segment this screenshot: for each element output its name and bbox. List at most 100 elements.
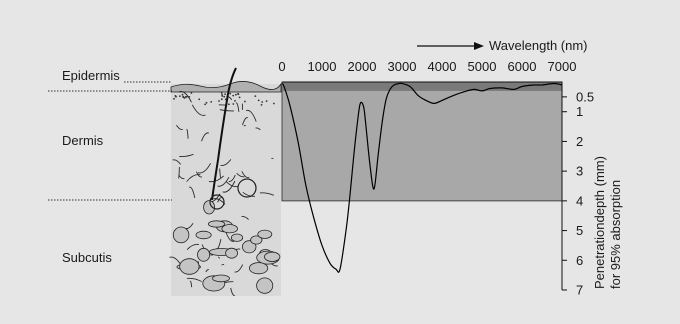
epidermis-cell <box>221 95 224 97</box>
y-tick-label: 3 <box>576 164 583 179</box>
epidermis-cell <box>190 92 193 94</box>
tissue-fiber <box>205 269 209 273</box>
skin-cross-section-illustration <box>169 67 282 296</box>
subcutis-label: Subcutis <box>62 250 112 265</box>
tissue-fiber <box>186 243 199 251</box>
tissue-fiber <box>259 192 274 196</box>
x-tick-label: 2000 <box>348 59 377 74</box>
epidermis-cell <box>205 101 208 104</box>
x-tick-label: 1000 <box>308 59 337 74</box>
tissue-fiber <box>245 109 257 122</box>
epidermis-cell <box>235 93 237 96</box>
epidermis-label: Epidermis <box>62 68 120 83</box>
y-axis-title-line1: Penetrationdepth (mm) <box>592 156 607 289</box>
epidermis-cell <box>182 96 185 99</box>
epidermis-cell <box>257 99 260 102</box>
penetration-chart: 0 1000 2000 3000 4000 5000 6000 7000 0.51 2 3 4 5 6 7 <box>278 59 594 298</box>
tissue-fiber <box>225 231 235 242</box>
epidermis-cell <box>188 96 191 98</box>
tissue-fiber <box>217 176 230 187</box>
tissue-fiber <box>188 186 196 198</box>
tissue-fiber <box>235 102 240 112</box>
y-tick-label: 5 <box>576 223 583 238</box>
fat-cell <box>221 224 238 234</box>
epidermis-cell <box>179 95 181 97</box>
epidermis-cell <box>174 95 177 97</box>
tissue-fiber <box>221 263 225 266</box>
epidermis-cell <box>218 100 220 102</box>
fat-cell <box>241 240 257 254</box>
x-tick-label: 3000 <box>388 59 417 74</box>
tissue-fiber <box>177 166 180 179</box>
fat-cell <box>197 247 211 262</box>
fat-cell <box>256 277 274 294</box>
tissue-fiber <box>178 175 185 180</box>
dermis-texture <box>169 91 281 296</box>
tissue-fiber <box>172 159 182 165</box>
epidermis-cell <box>173 97 175 100</box>
sweat-gland <box>237 178 257 198</box>
epidermis-cell <box>234 100 236 102</box>
y-axis-title-line2: for 95% absorption <box>608 180 623 289</box>
y-tick-label: 6 <box>576 253 583 268</box>
y-tick-label: 1 <box>576 104 583 119</box>
epidermis-cell <box>224 93 227 95</box>
epidermis-cell <box>204 103 207 106</box>
tissue-fiber <box>186 277 202 282</box>
epidermis-illustration <box>170 81 282 93</box>
epidermis-cell <box>265 100 268 102</box>
fat-cell <box>172 226 190 244</box>
fat-cell <box>195 230 212 240</box>
tissue-fiber <box>186 174 201 182</box>
fat-cell <box>257 229 273 239</box>
epidermis-cell <box>261 101 264 103</box>
tissue-fiber <box>228 174 236 182</box>
fat-cell <box>264 251 281 262</box>
tissue-fiber <box>222 180 236 193</box>
fat-cell <box>212 274 230 283</box>
y-tick-label: 7 <box>576 283 583 298</box>
epidermis-cell <box>198 98 201 101</box>
y-axis-ticks: 0.51 2 3 4 5 6 7 <box>562 89 594 298</box>
wavelength-arrow-icon <box>474 42 484 50</box>
tissue-fiber <box>219 109 235 112</box>
epidermis-band <box>282 82 562 91</box>
tissue-fiber <box>220 159 232 167</box>
tissue-fiber <box>178 91 192 103</box>
fat-cell <box>179 258 200 275</box>
epidermis-cell <box>254 95 257 97</box>
x-axis-title: Wavelength (nm) <box>489 38 588 53</box>
tissue-fiber <box>189 280 193 288</box>
tissue-fiber <box>208 175 225 183</box>
epidermis-cell <box>244 100 246 103</box>
hair-shaft <box>211 67 237 201</box>
tissue-fiber <box>195 171 203 178</box>
tissue-fiber <box>191 104 206 116</box>
tissue-fiber <box>219 168 222 179</box>
epidermis-cell <box>184 96 187 98</box>
tissue-fiber <box>176 124 183 130</box>
x-tick-label: 0 <box>278 59 285 74</box>
epidermis-cell <box>237 92 239 95</box>
fat-cell <box>250 235 263 245</box>
epidermis-cell <box>220 92 223 94</box>
epidermis-cell <box>228 103 230 106</box>
epidermis-cell <box>232 94 235 97</box>
tissue-fiber <box>179 153 194 158</box>
fat-cell <box>203 200 216 215</box>
tissue-fiber <box>241 215 249 220</box>
x-tick-label: 7000 <box>548 59 577 74</box>
epidermis-cell <box>210 101 213 103</box>
epidermis-cell <box>181 93 184 96</box>
fat-cell <box>207 220 225 228</box>
tissue-fiber <box>217 256 221 259</box>
hair-follicle-bulb <box>209 194 225 210</box>
y-tick-label: 2 <box>576 134 583 149</box>
tissue-fiber <box>234 264 244 273</box>
fat-cell <box>249 262 269 275</box>
fat-cell <box>230 233 244 242</box>
series-line <box>281 82 563 273</box>
tissue-fiber <box>186 128 189 139</box>
dermis-band <box>281 81 563 202</box>
